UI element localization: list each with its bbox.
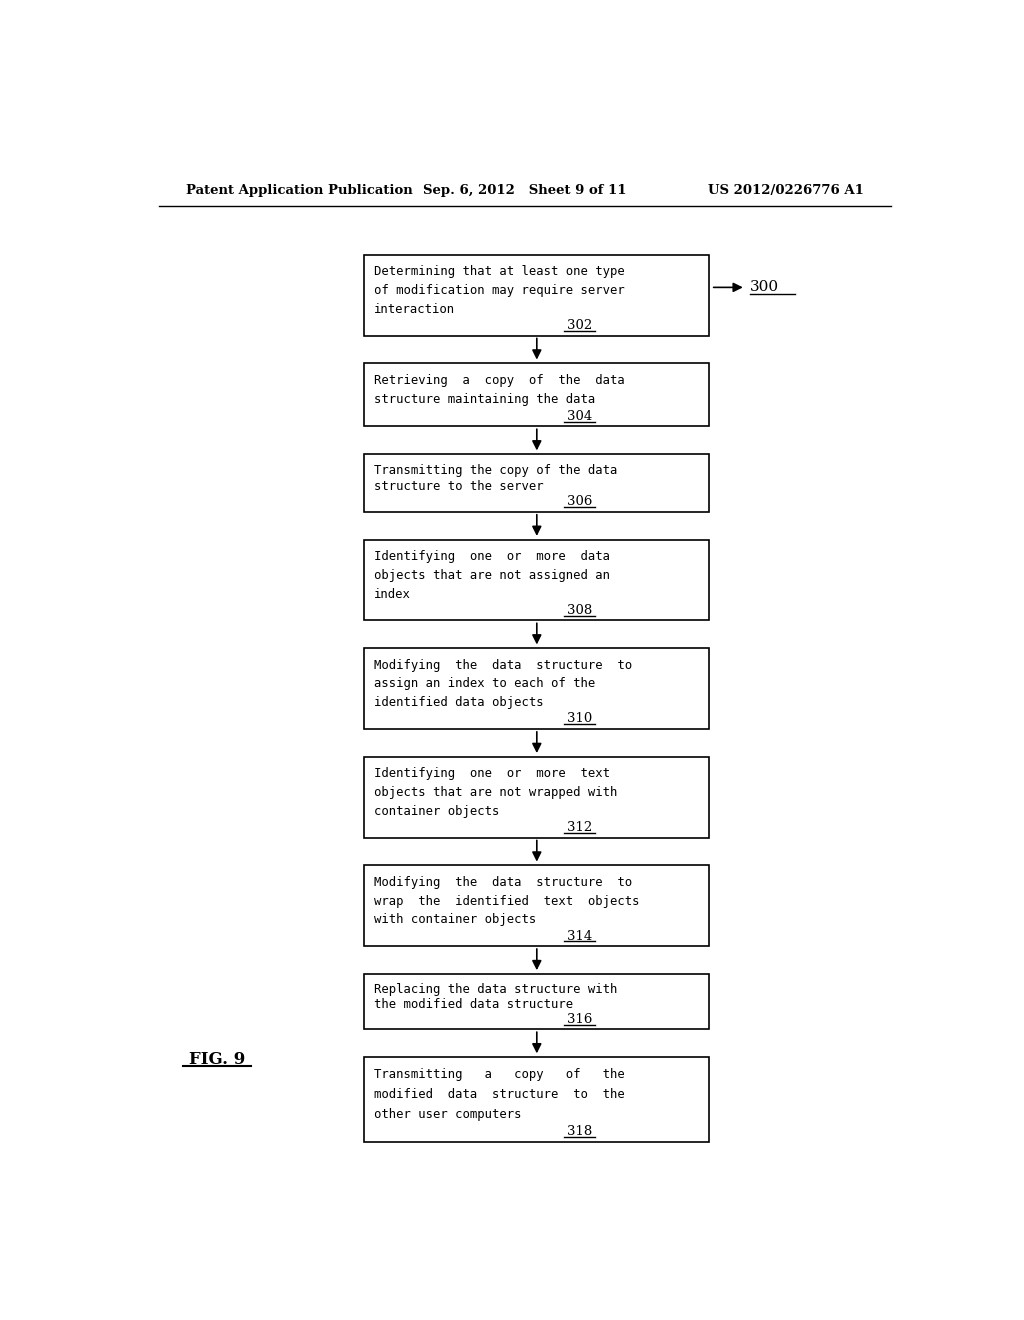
Bar	[365, 756, 710, 838]
Text: index: index	[374, 587, 411, 601]
Text: Identifying  one  or  more  text: Identifying one or more text	[374, 767, 609, 780]
Text: FIG. 9: FIG. 9	[189, 1051, 246, 1068]
Text: wrap  the  identified  text  objects: wrap the identified text objects	[374, 895, 639, 908]
Text: Modifying  the  data  structure  to: Modifying the data structure to	[374, 659, 632, 672]
Text: interaction: interaction	[374, 302, 455, 315]
Text: other user computers: other user computers	[374, 1109, 521, 1121]
Bar	[365, 866, 710, 946]
Text: Retrieving  a  copy  of  the  data: Retrieving a copy of the data	[374, 374, 625, 387]
Text: Identifying  one  or  more  data: Identifying one or more data	[374, 550, 609, 564]
Bar	[365, 255, 710, 335]
Text: Transmitting the copy of the data: Transmitting the copy of the data	[374, 463, 617, 477]
Text: objects that are not assigned an: objects that are not assigned an	[374, 569, 609, 582]
Text: assign an index to each of the: assign an index to each of the	[374, 677, 595, 690]
Bar	[365, 363, 710, 426]
Text: modified  data  structure  to  the: modified data structure to the	[374, 1088, 625, 1101]
Text: Determining that at least one type: Determining that at least one type	[374, 265, 625, 279]
Text: 302: 302	[567, 319, 592, 333]
Text: with container objects: with container objects	[374, 913, 536, 927]
Bar	[365, 454, 710, 512]
Text: structure maintaining the data: structure maintaining the data	[374, 393, 595, 407]
Text: 312: 312	[567, 821, 592, 834]
Text: 306: 306	[566, 495, 592, 508]
Text: 308: 308	[567, 603, 592, 616]
Text: structure to the server: structure to the server	[374, 480, 544, 494]
Text: 310: 310	[567, 713, 592, 726]
Text: container objects: container objects	[374, 805, 499, 817]
Text: of modification may require server: of modification may require server	[374, 284, 625, 297]
Text: objects that are not wrapped with: objects that are not wrapped with	[374, 785, 617, 799]
Text: Transmitting   a   copy   of   the: Transmitting a copy of the	[374, 1068, 625, 1081]
Text: 314: 314	[567, 929, 592, 942]
Bar	[365, 974, 710, 1030]
Text: 316: 316	[566, 1012, 592, 1026]
Text: US 2012/0226776 A1: US 2012/0226776 A1	[709, 185, 864, 197]
Bar	[365, 648, 710, 729]
Bar	[365, 1057, 710, 1142]
Text: Replacing the data structure with: Replacing the data structure with	[374, 982, 617, 995]
Text: identified data objects: identified data objects	[374, 696, 544, 709]
Text: Patent Application Publication: Patent Application Publication	[186, 185, 413, 197]
Text: 300: 300	[751, 280, 779, 294]
Text: Sep. 6, 2012   Sheet 9 of 11: Sep. 6, 2012 Sheet 9 of 11	[423, 185, 627, 197]
Text: the modified data structure: the modified data structure	[374, 998, 572, 1011]
Bar	[365, 540, 710, 620]
Text: 318: 318	[567, 1125, 592, 1138]
Text: Modifying  the  data  structure  to: Modifying the data structure to	[374, 876, 632, 888]
Text: 304: 304	[567, 409, 592, 422]
